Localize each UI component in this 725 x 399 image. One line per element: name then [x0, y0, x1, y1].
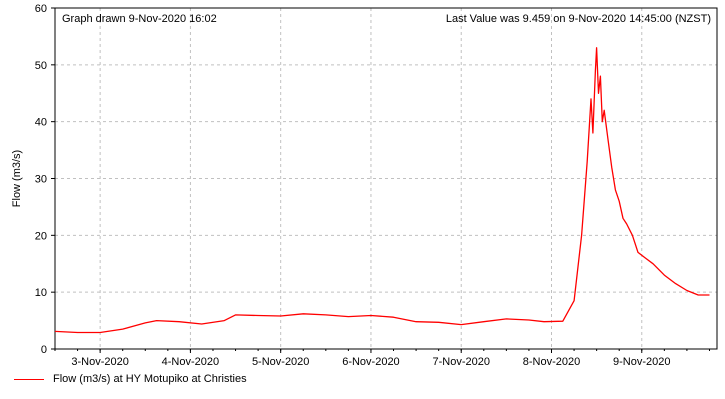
x-tick-label: 5-Nov-2020 — [252, 356, 309, 368]
y-tick-label: 40 — [35, 117, 47, 129]
x-tick-label: 8-Nov-2020 — [523, 356, 580, 368]
legend: Flow (m3/s) at HY Motupiko at Christies — [14, 372, 247, 386]
y-tick-label: 30 — [35, 174, 47, 186]
y-tick-label: 0 — [41, 344, 47, 356]
x-tick-label: 6-Nov-2020 — [342, 356, 399, 368]
legend-line-swatch — [14, 378, 44, 380]
y-tick-label: 20 — [35, 230, 47, 242]
x-tick-label: 9-Nov-2020 — [613, 356, 670, 368]
y-tick-label: 10 — [35, 287, 47, 299]
x-tick-label: 7-Nov-2020 — [432, 356, 489, 368]
y-tick-label: 60 — [35, 3, 47, 15]
y-tick-label: 50 — [35, 60, 47, 72]
plot-frame — [54, 7, 718, 350]
last-value-label: Last Value was 9.459 on 9-Nov-2020 14:45… — [445, 13, 711, 25]
y-axis-label: Flow (m3/s) — [11, 150, 23, 207]
x-tick-label: 4-Nov-2020 — [162, 356, 219, 368]
graph-drawn-label: Graph drawn 9-Nov-2020 16:02 — [62, 13, 217, 25]
flow-series-line — [54, 47, 710, 334]
legend-label: Flow (m3/s) at HY Motupiko at Christies — [53, 373, 247, 385]
x-tick-label: 3-Nov-2020 — [71, 356, 128, 368]
